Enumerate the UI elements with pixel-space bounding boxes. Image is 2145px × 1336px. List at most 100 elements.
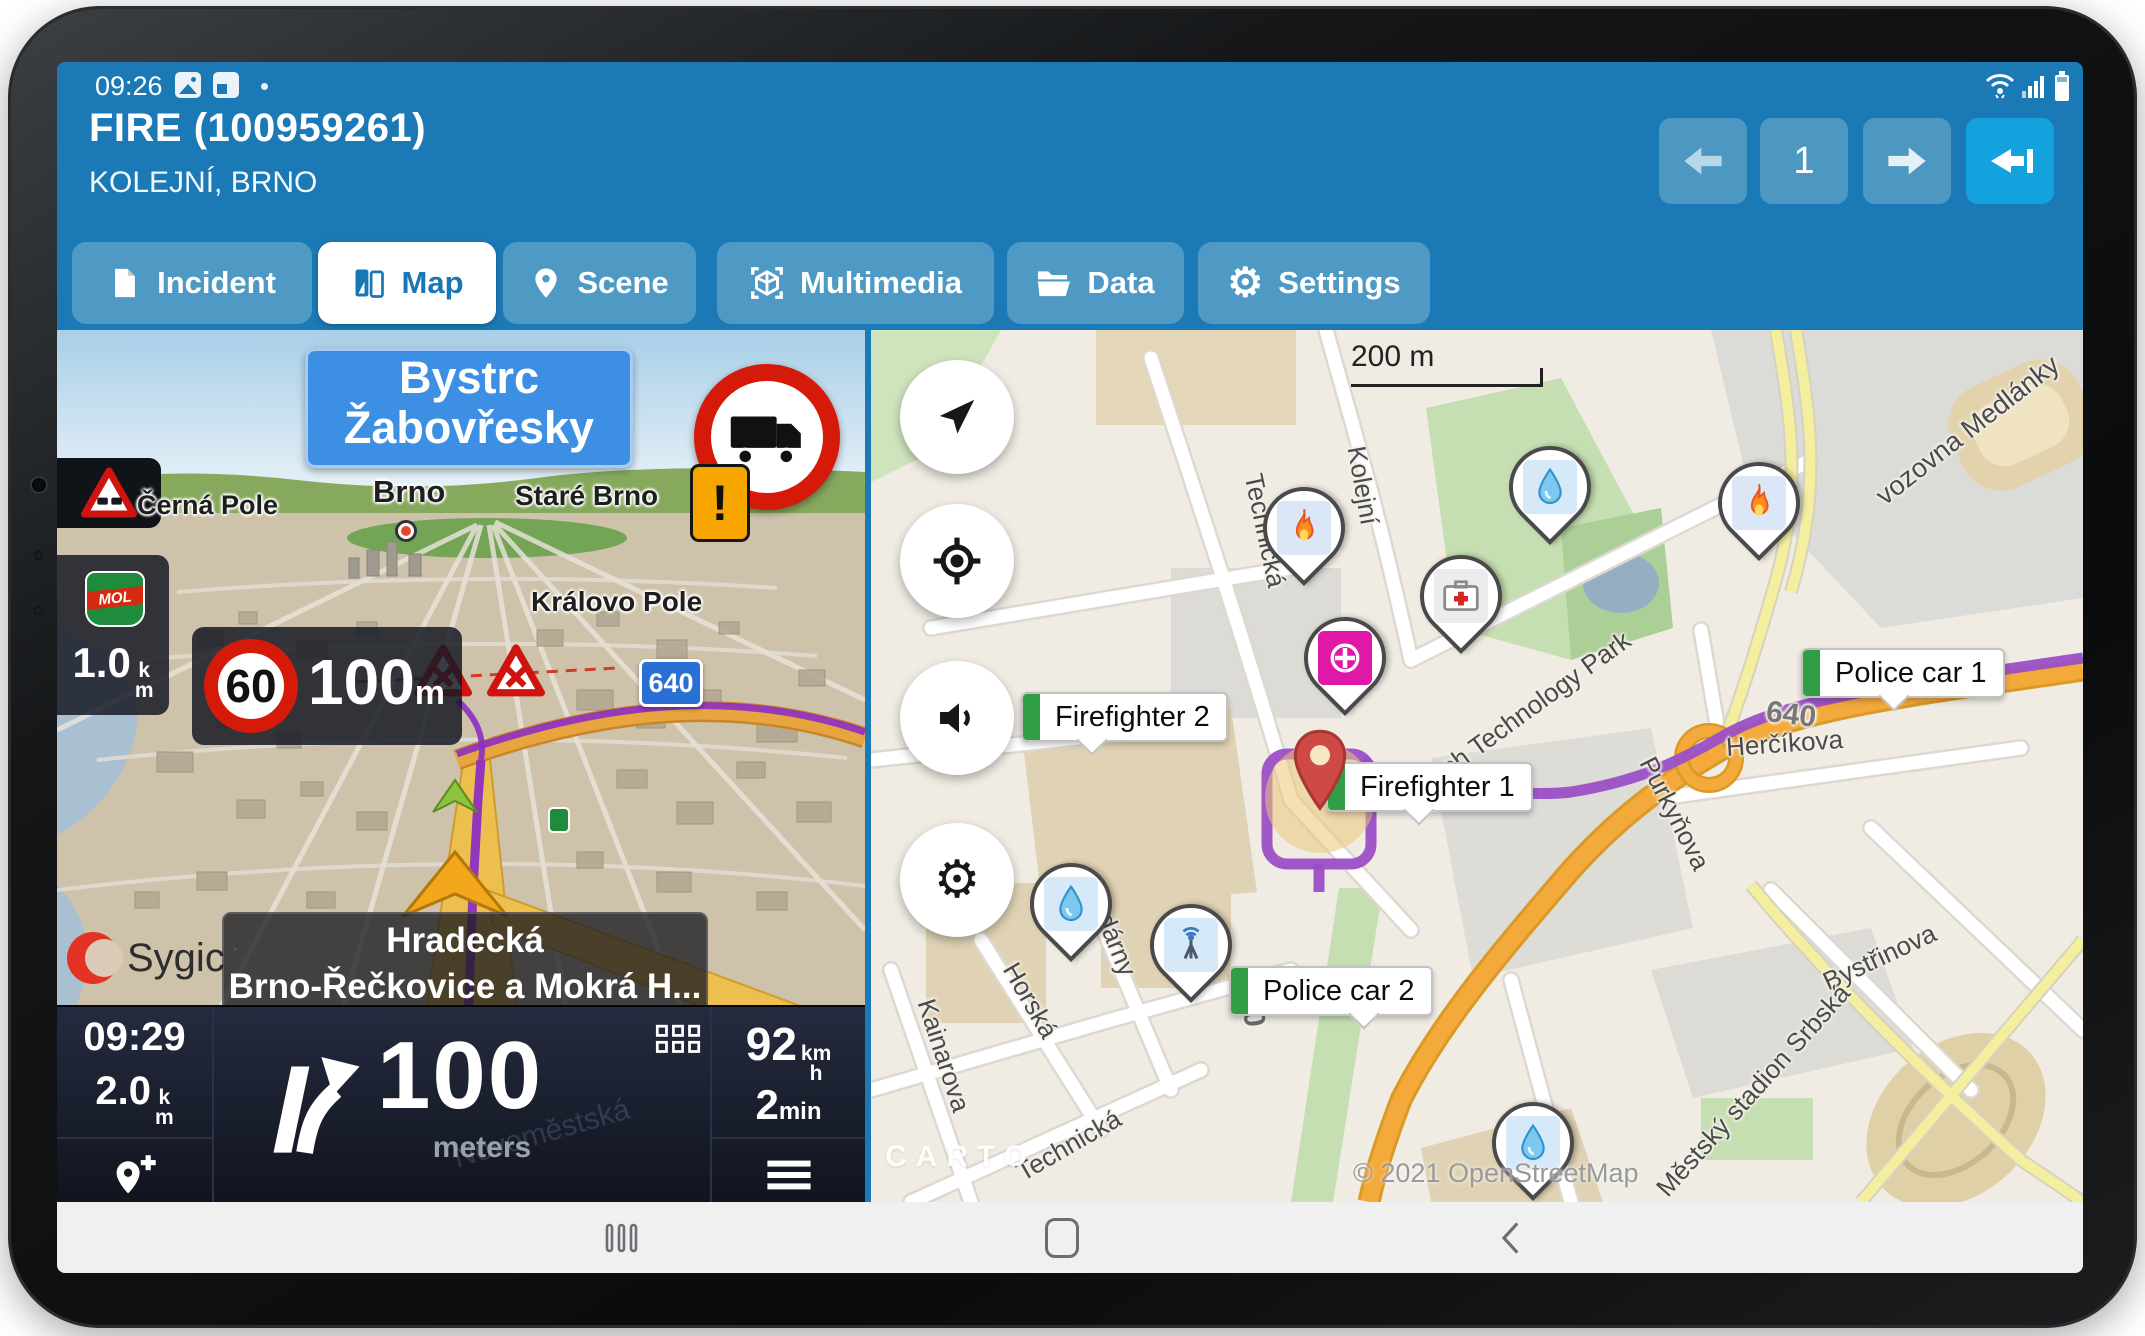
scale-bar-tick: [1540, 368, 1543, 387]
next-incident-button[interactable]: [1863, 118, 1951, 204]
speed-unit-top: km: [800, 1042, 832, 1065]
sound-button[interactable]: [900, 661, 1014, 775]
antenna-marker[interactable]: [1133, 887, 1249, 1003]
tab-label: Settings: [1278, 265, 1401, 300]
back-button[interactable]: [1470, 1202, 1550, 1273]
camera-distance-value: 100: [308, 646, 415, 718]
traffic-warning-box: [57, 458, 161, 528]
truck-icon: [730, 416, 801, 466]
fuel-unit-top: k: [138, 659, 151, 682]
add-waypoint-icon: [116, 1154, 156, 1193]
unit-marker-police-car-1[interactable]: Police car 1: [1801, 648, 2005, 712]
unit-marker-firefighter-1[interactable]: Firefighter 1: [1326, 762, 1533, 826]
battery-icon: [2055, 71, 2069, 101]
3d-cube-icon: [751, 267, 783, 299]
previous-incident-button[interactable]: [1659, 118, 1747, 204]
tab-data[interactable]: Data: [1007, 242, 1184, 324]
sygic-bottom-bar: Novoměstská 09:29 2.0 k m: [57, 1005, 865, 1202]
tab-incident[interactable]: Incident: [72, 242, 312, 324]
add-waypoint-button[interactable]: [57, 1145, 212, 1202]
incident-destination-pin[interactable]: [1283, 718, 1357, 834]
maneuver-unit: meters: [432, 1131, 532, 1164]
app-screen: 09:26 FIRE (100959261) KOLEJNÍ, BRN: [57, 62, 2083, 1273]
home-button[interactable]: [1022, 1202, 1102, 1273]
first-aid-marker[interactable]: [1403, 538, 1519, 654]
tab-map[interactable]: Map: [318, 242, 496, 324]
unit-status-bar: [1803, 650, 1820, 696]
lanes-grid-button[interactable]: [655, 1023, 701, 1062]
follow-heading-button[interactable]: [900, 360, 1014, 474]
notification-dot-icon: [261, 83, 268, 90]
speed-value: 92: [745, 1018, 797, 1070]
fuel-brand: MOL: [87, 585, 143, 611]
time-left-display: 2min: [712, 1081, 865, 1129]
water-source-marker[interactable]: [1492, 429, 1608, 545]
speed-camera-box: 60 100m: [192, 627, 462, 745]
recents-icon: [605, 1223, 638, 1252]
place-label: Královo Pole: [531, 586, 703, 617]
sensor-dot: [34, 606, 43, 615]
panel-divider: [865, 330, 871, 1202]
fire-hazard-marker[interactable]: [1246, 470, 1362, 586]
city-sign-line1: Bystrc: [398, 352, 540, 403]
maneuver-distance: 100: [377, 1022, 544, 1129]
gear-icon: ⚙: [933, 851, 981, 909]
unit-name: Police car 2: [1263, 974, 1415, 1007]
my-location-button[interactable]: [900, 504, 1014, 618]
incident-address: KOLEJNÍ, BRNO: [89, 166, 318, 199]
incident-page-button[interactable]: 1: [1760, 118, 1848, 204]
front-camera: [30, 476, 48, 494]
street-line1: Hradecká: [386, 921, 544, 960]
tab-label: Scene: [577, 265, 669, 300]
water-source-marker[interactable]: [1475, 1085, 1591, 1201]
hospital-marker[interactable]: [1287, 600, 1403, 716]
unit-name: Police car 1: [1835, 656, 1987, 689]
document-icon: [115, 268, 135, 298]
water-drop-icon: [1521, 1124, 1545, 1160]
current-street-sign: Hradecká Brno-Řečkovice a Mokrá H...: [222, 912, 708, 1014]
eta-value: 09:29: [83, 1015, 186, 1059]
water-drop-icon: [1059, 885, 1083, 921]
sygic-logo: Sygic ·: [67, 932, 237, 984]
fire-hazard-marker[interactable]: [1701, 445, 1817, 561]
unit-status-bar: [1023, 694, 1040, 740]
city-dot-marker: [395, 520, 417, 542]
sygic-brand-text: Sygic: [127, 935, 225, 980]
sensor-dot: [34, 551, 43, 560]
flame-icon: [1295, 509, 1314, 541]
antenna-icon: [1182, 927, 1200, 960]
back-chevron-icon: [1501, 1221, 1519, 1254]
unit-name: Firefighter 2: [1055, 700, 1210, 733]
traffic-jam-icon: [81, 467, 137, 518]
map-settings-button[interactable]: ⚙: [900, 823, 1014, 937]
page-number: 1: [1793, 139, 1815, 182]
gear-icon: ⚙: [1227, 261, 1264, 305]
place-label: Černá Pole: [137, 490, 279, 520]
tactical-map-panel[interactable]: 640 640 Kolejní Technická Czech Technolo…: [871, 330, 2083, 1202]
direction-city-sign: Bystrc Žabovřesky: [305, 348, 633, 468]
restriction-alert-badge: !: [690, 464, 750, 542]
tab-settings[interactable]: ⚙ Settings: [1198, 242, 1430, 324]
sygic-navigation-panel[interactable]: Bystrc Žabovřesky ! Černá Pole Brno Star…: [57, 330, 865, 1202]
unit-marker-firefighter-2[interactable]: Firefighter 2: [1021, 692, 1228, 756]
tab-label: Map: [401, 265, 464, 300]
arrow-right-icon: [1888, 147, 1926, 175]
home-icon: [1045, 1217, 1079, 1258]
osm-base-map: [871, 330, 2083, 1202]
hospital-cross-icon: [1330, 643, 1360, 673]
recents-button[interactable]: [582, 1202, 662, 1273]
tab-label: Incident: [157, 265, 276, 300]
status-bar: 09:26: [57, 62, 2083, 108]
tab-multimedia[interactable]: Multimedia: [717, 242, 994, 324]
collapse-panel-button[interactable]: [1966, 118, 2054, 204]
remaining-unit-bottom: m: [154, 1105, 174, 1129]
tab-scene[interactable]: Scene: [503, 242, 696, 324]
water-source-marker[interactable]: [1013, 846, 1129, 962]
tab-label: Data: [1087, 265, 1155, 300]
wifi-icon: [1985, 74, 2015, 99]
signal-icon: [2022, 76, 2044, 98]
incident-title: FIRE (100959261): [89, 106, 427, 150]
nav-menu-button[interactable]: [712, 1145, 865, 1202]
scale-bar: [1351, 384, 1543, 387]
unit-marker-police-car-2[interactable]: Police car 2: [1229, 966, 1433, 1030]
